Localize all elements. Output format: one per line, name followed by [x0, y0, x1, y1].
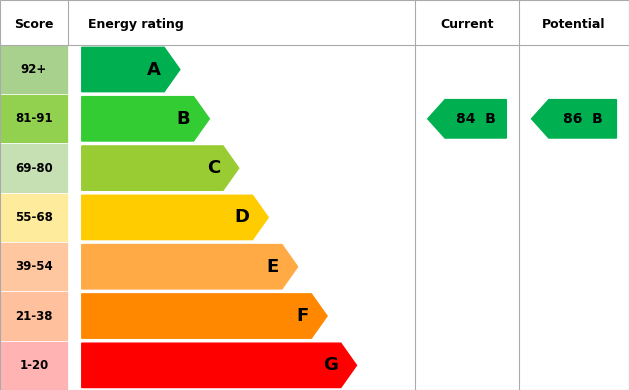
Text: A: A [147, 60, 161, 78]
Bar [0, 341, 68, 390]
Text: 92+: 92+ [21, 63, 47, 76]
Text: E: E [267, 258, 279, 276]
Text: Score: Score [14, 18, 53, 31]
Text: 21-38: 21-38 [15, 310, 53, 323]
Bar [0, 242, 68, 291]
Polygon shape [82, 47, 180, 92]
Text: 84  B: 84 B [456, 112, 496, 126]
Polygon shape [532, 99, 616, 138]
Text: 1-20: 1-20 [19, 359, 48, 372]
Text: D: D [235, 208, 249, 227]
Bar [0, 45, 68, 94]
Text: Current: Current [440, 18, 494, 31]
Polygon shape [82, 294, 327, 338]
Text: 69-80: 69-80 [15, 161, 53, 175]
Polygon shape [82, 146, 239, 190]
Bar [0, 291, 68, 341]
Polygon shape [82, 195, 268, 239]
Polygon shape [428, 99, 506, 138]
Text: G: G [323, 356, 338, 374]
Bar [0, 193, 68, 242]
Text: 39-54: 39-54 [15, 260, 53, 273]
Text: C: C [207, 159, 220, 177]
Text: Energy rating: Energy rating [88, 18, 184, 31]
Polygon shape [82, 97, 209, 141]
Text: 55-68: 55-68 [15, 211, 53, 224]
Polygon shape [82, 343, 357, 388]
Text: Potential: Potential [542, 18, 606, 31]
Bar [0, 94, 68, 144]
Polygon shape [82, 245, 298, 289]
Bar [0, 144, 68, 193]
Text: B: B [177, 110, 191, 128]
Text: F: F [296, 307, 308, 325]
Text: 81-91: 81-91 [15, 112, 53, 125]
Text: 86  B: 86 B [563, 112, 603, 126]
